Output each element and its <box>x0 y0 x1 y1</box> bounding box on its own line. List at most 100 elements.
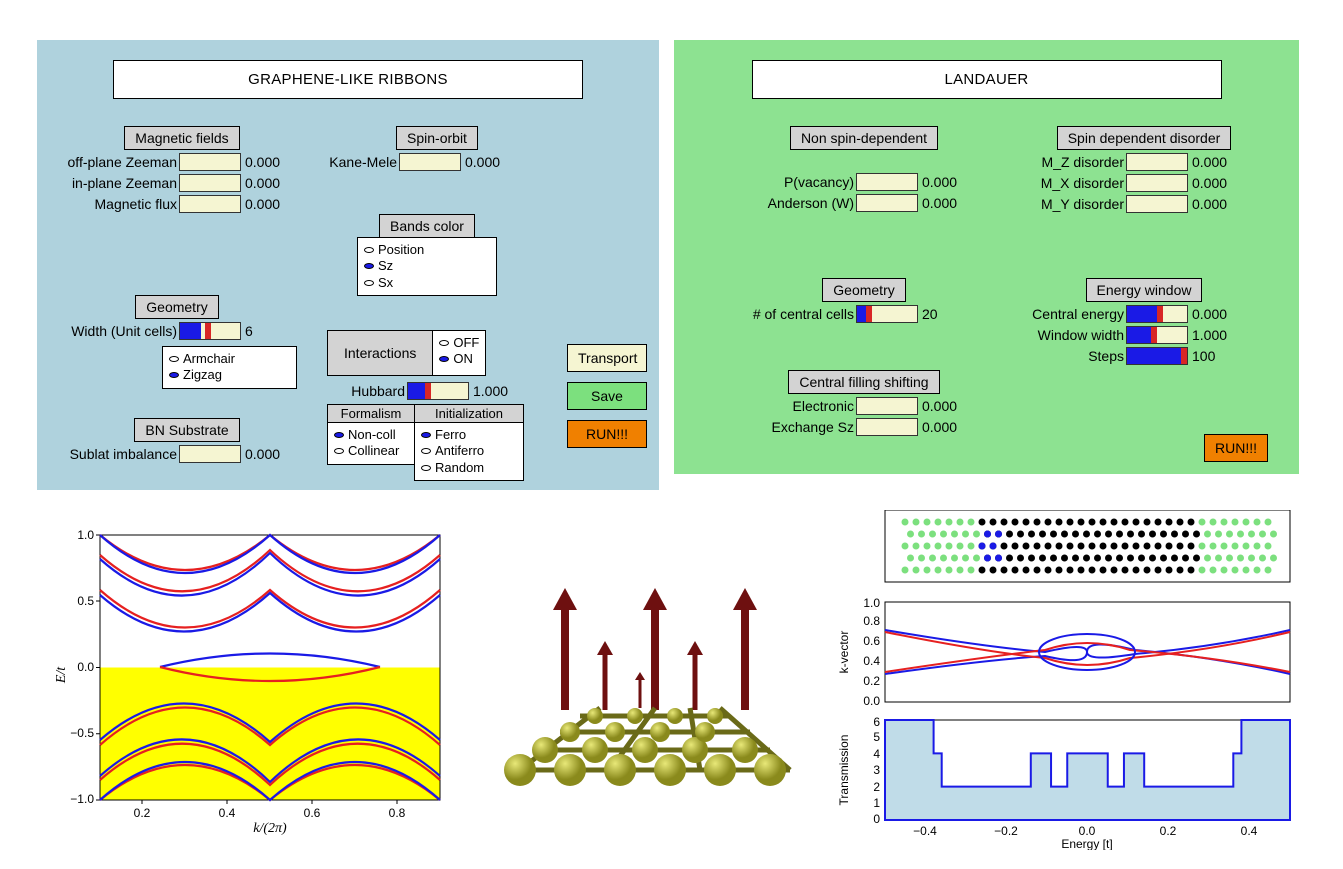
svg-text:0.5: 0.5 <box>77 594 94 608</box>
pvacancy-label: P(vacancy) <box>734 174 854 190</box>
edge-armchair-label: Armchair <box>183 351 235 367</box>
nonspin-header: Non spin-dependent <box>790 126 938 150</box>
mx-input[interactable] <box>1126 174 1188 192</box>
formalism-noncoll-label: Non-coll <box>348 427 396 443</box>
exchange-value: 0.000 <box>920 419 957 435</box>
mz-value: 0.000 <box>1190 154 1227 170</box>
interactions-onoff[interactable]: OFF ON <box>432 330 486 376</box>
hubbard-slider[interactable] <box>407 382 469 400</box>
init-antiferro[interactable]: Antiferro <box>421 443 517 459</box>
interactions-on-label: ON <box>453 351 473 367</box>
interactions-off-label: OFF <box>453 335 479 351</box>
spinorbit-header: Spin-orbit <box>396 126 478 150</box>
width-slider[interactable] <box>179 322 241 340</box>
svg-text:0.2: 0.2 <box>863 674 880 688</box>
steps-value: 100 <box>1190 348 1215 364</box>
svg-text:5: 5 <box>873 730 880 744</box>
exchange-label: Exchange Sz <box>734 419 854 435</box>
anderson-input[interactable] <box>856 194 918 212</box>
svg-text:0.2: 0.2 <box>134 806 151 820</box>
formalism-collinear[interactable]: Collinear <box>334 443 408 459</box>
interactions-header: Interactions <box>327 330 432 376</box>
in-plane-zeeman-label: in-plane Zeeman <box>57 175 177 191</box>
band-chart: 1.0 0.5 0.0 −0.5 −1.0 0.2 0.4 0.6 0.8 <box>50 525 460 835</box>
edge-radio-group[interactable]: Armchair Zigzag <box>162 346 297 389</box>
mz-input[interactable] <box>1126 153 1188 171</box>
interactions-off[interactable]: OFF <box>439 335 479 351</box>
sublat-input[interactable] <box>179 445 241 463</box>
init-radio-group[interactable]: Ferro Antiferro Random <box>414 422 524 481</box>
bands-position[interactable]: Position <box>364 242 490 258</box>
svg-text:0.6: 0.6 <box>863 634 880 648</box>
lattice-3d <box>490 570 820 820</box>
magnetic-flux-input[interactable] <box>179 195 241 213</box>
window-width-value: 1.000 <box>1190 327 1227 343</box>
width-label: Width (Unit cells) <box>57 323 177 339</box>
svg-text:−0.5: −0.5 <box>70 726 94 740</box>
trans-ylabel: Transmission <box>837 735 851 806</box>
svg-text:0.0: 0.0 <box>863 694 880 708</box>
svg-text:0.0: 0.0 <box>77 660 94 674</box>
edge-zigzag-label: Zigzag <box>183 367 222 383</box>
svg-text:0.2: 0.2 <box>1160 824 1177 838</box>
init-random[interactable]: Random <box>421 460 517 476</box>
in-plane-zeeman-input[interactable] <box>179 174 241 192</box>
svg-text:0.0: 0.0 <box>1079 824 1096 838</box>
run-button[interactable]: RUN!!! <box>567 420 647 448</box>
formalism-radio-group[interactable]: Non-coll Collinear <box>327 422 415 465</box>
landauer-title: LANDAUER <box>752 60 1222 99</box>
trans-xlabel: Energy [t] <box>1061 837 1112 850</box>
electronic-label: Electronic <box>734 398 854 414</box>
off-plane-zeeman-label: off-plane Zeeman <box>57 154 177 170</box>
steps-slider[interactable] <box>1126 347 1188 365</box>
bands-sz-label: Sz <box>378 258 393 274</box>
ncells-slider[interactable] <box>856 305 918 323</box>
bands-position-label: Position <box>378 242 424 258</box>
svg-text:6: 6 <box>873 715 880 729</box>
kane-mele-label: Kane-Mele <box>327 154 397 170</box>
bands-color-radio-group[interactable]: Position Sz Sx <box>357 237 497 296</box>
bands-color-header: Bands color <box>379 214 475 238</box>
transport-button[interactable]: Transport <box>567 344 647 372</box>
svg-text:1.0: 1.0 <box>863 596 880 610</box>
geometry-header: Geometry <box>135 295 218 319</box>
svg-text:1: 1 <box>873 796 880 810</box>
svg-text:0.8: 0.8 <box>389 806 406 820</box>
save-button[interactable]: Save <box>567 382 647 410</box>
init-antiferro-label: Antiferro <box>435 443 484 459</box>
window-width-slider[interactable] <box>1126 326 1188 344</box>
spindep-header: Spin dependent disorder <box>1057 126 1232 150</box>
central-energy-label: Central energy <box>1004 306 1124 322</box>
central-energy-slider[interactable] <box>1126 305 1188 323</box>
magnetic-flux-value: 0.000 <box>243 196 280 212</box>
pvacancy-input[interactable] <box>856 173 918 191</box>
interactions-on[interactable]: ON <box>439 351 479 367</box>
svg-text:0.4: 0.4 <box>863 654 880 668</box>
landauer-run-button[interactable]: RUN!!! <box>1204 434 1268 462</box>
hubbard-value: 1.000 <box>471 383 508 399</box>
my-label: M_Y disorder <box>1004 196 1124 212</box>
graphene-panel: GRAPHENE-LIKE RIBBONS Magnetic fields of… <box>37 40 659 490</box>
my-input[interactable] <box>1126 195 1188 213</box>
mx-value: 0.000 <box>1190 175 1227 191</box>
edge-armchair[interactable]: Armchair <box>169 351 290 367</box>
svg-text:3: 3 <box>873 763 880 777</box>
init-ferro[interactable]: Ferro <box>421 427 517 443</box>
kane-mele-input[interactable] <box>399 153 461 171</box>
central-energy-value: 0.000 <box>1190 306 1227 322</box>
magnetic-header: Magnetic fields <box>124 126 239 150</box>
exchange-input[interactable] <box>856 418 918 436</box>
steps-label: Steps <box>1004 348 1124 364</box>
off-plane-zeeman-input[interactable] <box>179 153 241 171</box>
svg-text:2: 2 <box>873 780 880 794</box>
formalism-noncoll[interactable]: Non-coll <box>334 427 408 443</box>
electronic-value: 0.000 <box>920 398 957 414</box>
bands-sx[interactable]: Sx <box>364 275 490 291</box>
edge-zigzag[interactable]: Zigzag <box>169 367 290 383</box>
formalism-collinear-label: Collinear <box>348 443 399 459</box>
svg-text:0.6: 0.6 <box>304 806 321 820</box>
bands-sz[interactable]: Sz <box>364 258 490 274</box>
svg-text:0.4: 0.4 <box>1241 824 1258 838</box>
magnetic-flux-label: Magnetic flux <box>57 196 177 212</box>
electronic-input[interactable] <box>856 397 918 415</box>
